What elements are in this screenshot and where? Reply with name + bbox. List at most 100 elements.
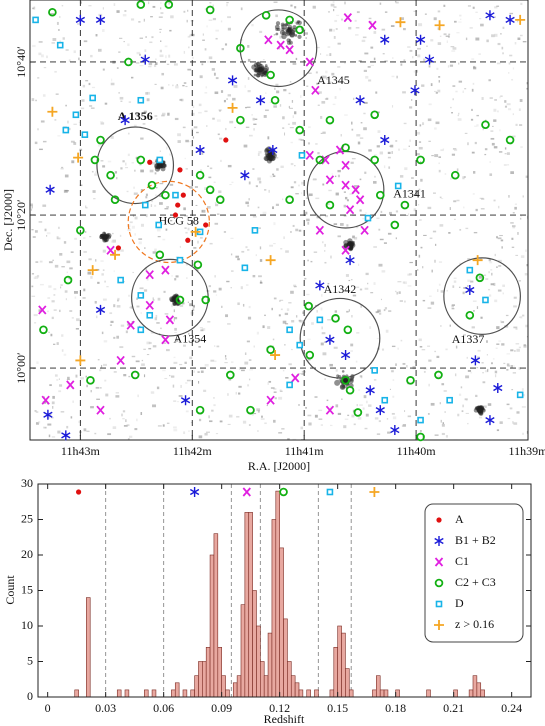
sky-speckle [219,137,223,140]
sky-source [290,29,296,35]
sky-speckle [498,340,502,342]
sky-speckle [522,195,524,198]
marker [516,391,524,399]
sky-speckle [159,54,164,58]
sky-speckle [337,169,341,173]
marker [266,70,275,80]
sky-speckle [174,117,179,121]
sky-speckle [514,42,517,45]
sky-speckle [300,95,302,98]
sky-speckle [32,44,36,48]
sky-speckle [493,282,496,286]
sky-speckle [122,160,125,163]
sky-speckle [466,285,469,287]
sky-speckle [152,297,154,300]
sky-speckle [130,305,133,309]
sky-speckle [405,214,409,217]
sky-speckle [360,122,363,124]
sky-speckle [310,260,313,263]
sky-speckle [419,430,422,432]
sky-speckle [465,375,470,379]
sky-speckle [245,246,248,249]
sky-speckle [211,409,214,412]
sky-speckle [443,33,447,36]
sky-speckle [364,52,369,55]
sky-speckle [273,175,276,178]
sky-speckle [187,68,192,71]
sky-speckle [255,185,258,188]
sky-speckle [67,120,69,124]
sky-speckle [131,162,134,164]
sky-speckle [115,213,118,216]
marker [286,326,293,334]
marker [505,14,515,25]
sky-speckle [502,26,505,29]
sky-speckle [160,40,162,42]
sky-speckle [215,77,219,80]
sky-speckle [518,280,522,282]
sky-source [288,39,292,42]
sky-speckle [119,113,122,117]
sky-speckle [365,75,369,79]
histogram-bar [86,597,91,698]
sky-speckle [219,159,222,163]
sky-speckle [505,314,509,317]
sky-speckle [459,262,461,266]
marker [304,301,313,311]
sky-speckle [290,141,293,144]
sky-speckle [440,419,442,423]
sky-speckle [329,363,333,367]
y-axis-label: Dec. [J2000] [1,189,15,251]
sky-speckle [116,305,121,308]
sky-speckle [35,411,39,413]
sky-speckle [388,310,392,313]
sky-speckle [511,225,516,227]
sky-speckle [201,209,206,213]
sky-speckle [257,177,261,181]
marker [205,5,215,15]
sky-speckle [408,145,410,147]
sky-speckle [199,327,203,329]
sky-speckle [188,46,190,49]
sky-speckle [363,69,367,72]
sky-speckle [526,264,528,267]
sky-speckle [96,398,100,400]
sky-speckle [317,152,320,155]
marker [90,155,100,165]
sky-speckle [99,121,104,123]
sky-speckle [247,90,251,93]
sky-speckle [60,284,63,286]
sky-speckle [321,101,326,104]
marker [341,376,350,385]
sky-speckle [283,236,285,240]
sky-speckle [166,422,170,424]
marker [395,17,406,28]
sky-speckle [247,204,250,207]
sky-speckle [365,413,369,417]
sky-speckle [244,361,249,365]
sky-speckle [111,78,113,82]
sky-speckle [352,235,355,239]
sky-speckle [362,407,365,410]
sky-speckle [105,393,109,397]
sky-speckle [209,2,212,4]
cluster-circle [239,9,318,88]
sky-source [266,153,270,158]
sky-speckle [516,20,519,23]
sky-speckle [293,284,297,287]
sky-speckle [481,362,484,364]
sky-speckle [141,359,144,362]
sky-speckle [494,33,498,37]
marker [394,182,402,190]
sky-speckle [153,64,157,68]
sky-speckle [73,123,77,125]
sky-speckle [89,105,93,107]
sky-speckle [164,45,168,48]
sky-speckle [37,128,39,131]
sky-speckle [397,347,399,350]
sky-speckle [252,215,257,218]
sky-speckle [110,82,115,86]
sky-speckle [143,18,145,22]
sky-speckle [128,375,131,378]
marker [268,144,278,155]
